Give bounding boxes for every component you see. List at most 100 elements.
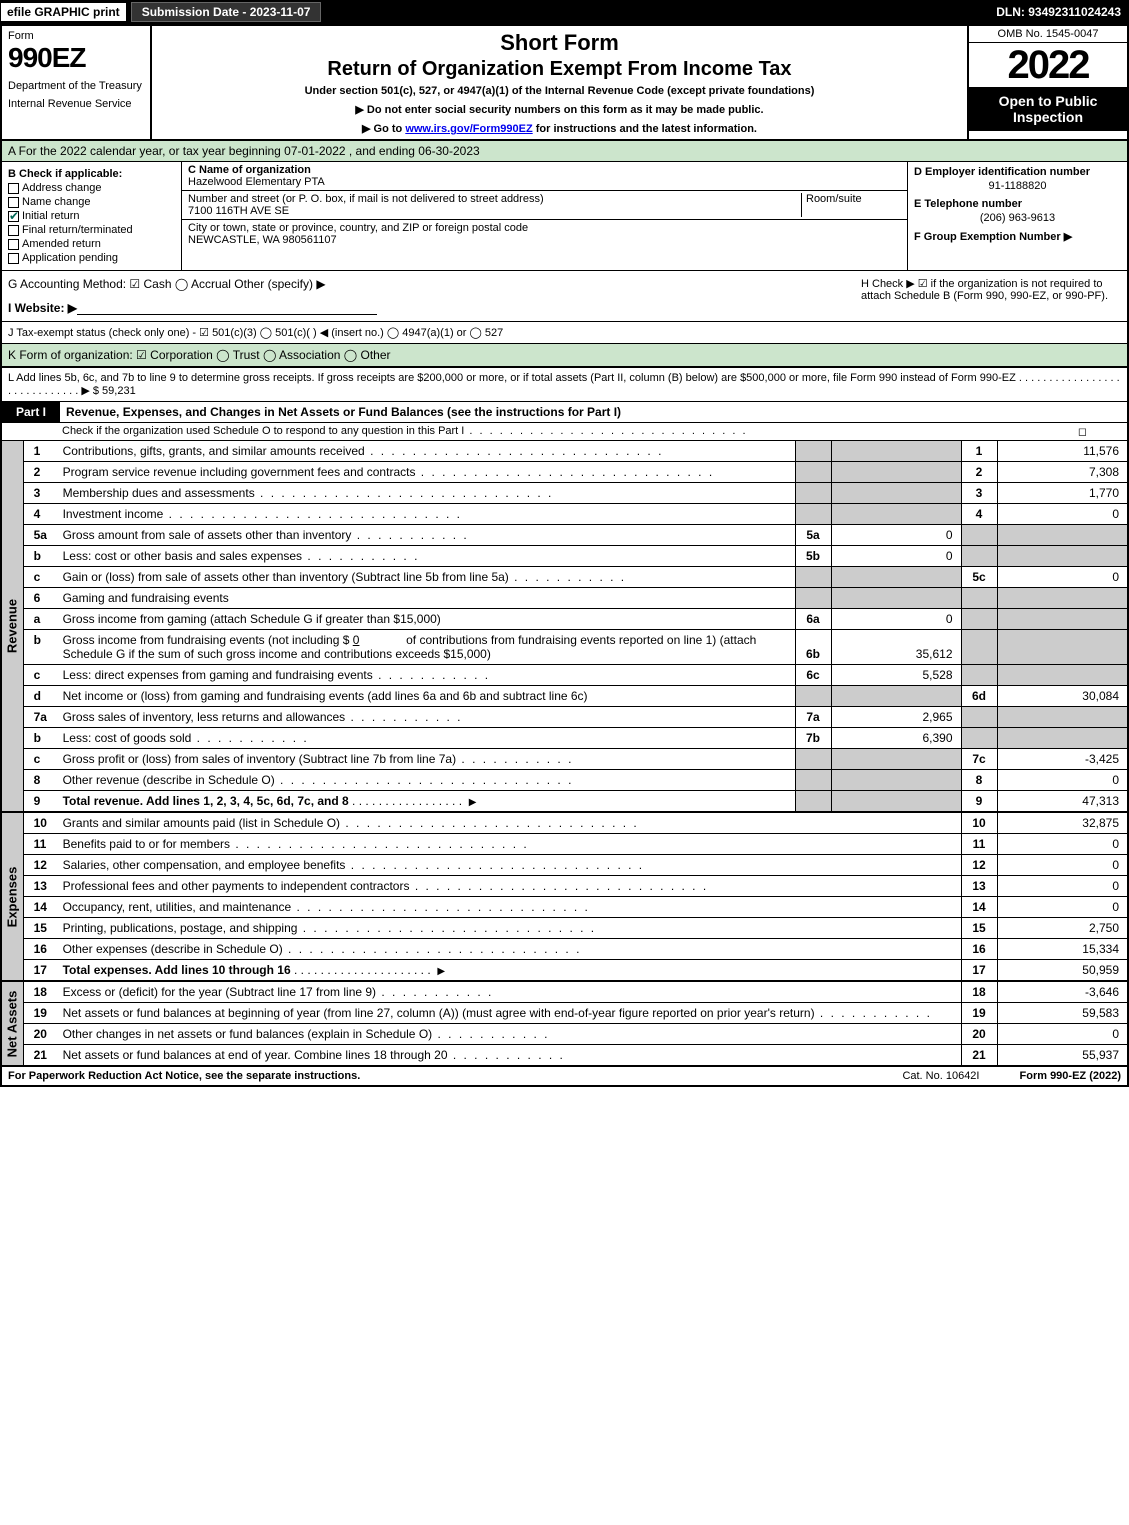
line-6b-desc: Gross income from fundraising events (no… bbox=[58, 630, 795, 665]
efile-badge[interactable]: efile GRAPHIC print bbox=[0, 2, 127, 22]
section-b: B Check if applicable: Address change Na… bbox=[2, 162, 1127, 271]
cb-app-pending[interactable] bbox=[8, 253, 19, 264]
street-label: Number and street (or P. O. box, if mail… bbox=[188, 193, 801, 205]
part-1-sub-text: Check if the organization used Schedule … bbox=[62, 425, 748, 438]
title-return: Return of Organization Exempt From Incom… bbox=[160, 58, 959, 81]
l-text: L Add lines 5b, 6c, and 7b to line 9 to … bbox=[8, 372, 1120, 397]
section-c: C Name of organization Hazelwood Element… bbox=[182, 162, 907, 270]
line-6c: cLess: direct expenses from gaming and f… bbox=[24, 665, 1127, 686]
line-11: 11Benefits paid to or for members110 bbox=[24, 834, 1127, 855]
footer: For Paperwork Reduction Act Notice, see … bbox=[2, 1065, 1127, 1085]
city-value: NEWCASTLE, WA 980561107 bbox=[188, 234, 901, 246]
title-section: Under section 501(c), 527, or 4947(a)(1)… bbox=[160, 85, 959, 97]
form-body: Form 990EZ Department of the Treasury In… bbox=[0, 24, 1129, 1087]
revenue-grid: Revenue 1Contributions, gifts, grants, a… bbox=[2, 441, 1127, 811]
line-13: 13Professional fees and other payments t… bbox=[24, 876, 1127, 897]
form-label: Form bbox=[8, 30, 144, 42]
line-2: 2Program service revenue including gover… bbox=[24, 462, 1127, 483]
lbl-app-pending: Application pending bbox=[22, 252, 118, 264]
expenses-sidelabel: Expenses bbox=[2, 813, 24, 980]
g-accounting: G Accounting Method: ☑ Cash ◯ Accrual Ot… bbox=[8, 277, 861, 291]
ein-value: 91-1188820 bbox=[914, 180, 1121, 192]
cb-address-change[interactable] bbox=[8, 183, 19, 194]
line-5a: 5aGross amount from sale of assets other… bbox=[24, 525, 1127, 546]
lbl-address-change: Address change bbox=[22, 182, 102, 194]
website-blank bbox=[77, 301, 377, 315]
form-header: Form 990EZ Department of the Treasury In… bbox=[2, 26, 1127, 141]
netassets-sidelabel: Net Assets bbox=[2, 982, 24, 1065]
line-18: 18Excess or (deficit) for the year (Subt… bbox=[24, 982, 1127, 1003]
submission-date: Submission Date - 2023-11-07 bbox=[131, 2, 322, 22]
line-20: 20Other changes in net assets or fund ba… bbox=[24, 1024, 1127, 1045]
omb-number: OMB No. 1545-0047 bbox=[969, 26, 1127, 43]
lbl-amended: Amended return bbox=[22, 238, 101, 250]
revenue-table: 1Contributions, gifts, grants, and simil… bbox=[24, 441, 1127, 811]
line-6b: bGross income from fundraising events (n… bbox=[24, 630, 1127, 665]
row-j: J Tax-exempt status (check only one) - ☑… bbox=[2, 322, 1127, 344]
title-link-line: ▶ Go to www.irs.gov/Form990EZ for instru… bbox=[160, 122, 959, 135]
line-3: 3Membership dues and assessments31,770 bbox=[24, 483, 1127, 504]
revenue-sidelabel: Revenue bbox=[2, 441, 24, 811]
footer-notice: For Paperwork Reduction Act Notice, see … bbox=[8, 1070, 902, 1082]
tax-year: 2022 bbox=[969, 43, 1127, 87]
city-label: City or town, state or province, country… bbox=[188, 222, 901, 234]
h-schedule-b: H Check ▶ ☑ if the organization is not r… bbox=[861, 277, 1121, 315]
line-14: 14Occupancy, rent, utilities, and mainte… bbox=[24, 897, 1127, 918]
i-website: I Website: ▶ bbox=[8, 301, 77, 315]
part-1-header: Part I Revenue, Expenses, and Changes in… bbox=[2, 402, 1127, 423]
part-1-sub-box[interactable]: ◻ bbox=[1078, 425, 1087, 438]
line-15: 15Printing, publications, postage, and s… bbox=[24, 918, 1127, 939]
room-label: Room/suite bbox=[801, 193, 901, 217]
irs-link[interactable]: www.irs.gov/Form990EZ bbox=[405, 123, 532, 135]
line-12: 12Salaries, other compensation, and empl… bbox=[24, 855, 1127, 876]
line-10: 10Grants and similar amounts paid (list … bbox=[24, 813, 1127, 834]
link-pre: ▶ Go to bbox=[362, 123, 405, 135]
row-g-h: G Accounting Method: ☑ Cash ◯ Accrual Ot… bbox=[2, 271, 1127, 322]
row-a-tax-year: A For the 2022 calendar year, or tax yea… bbox=[2, 141, 1127, 162]
f-label: F Group Exemption Number ▶ bbox=[914, 230, 1121, 243]
lbl-final-return: Final return/terminated bbox=[22, 224, 133, 236]
expenses-table: 10Grants and similar amounts paid (list … bbox=[24, 813, 1127, 980]
dept-treasury: Department of the Treasury bbox=[8, 80, 144, 92]
cb-final-return[interactable] bbox=[8, 225, 19, 236]
line-9: 9Total revenue. Add lines 1, 2, 3, 4, 5c… bbox=[24, 791, 1127, 812]
header-left: Form 990EZ Department of the Treasury In… bbox=[2, 26, 152, 139]
part-1-tab: Part I bbox=[2, 402, 60, 422]
cb-amended[interactable] bbox=[8, 239, 19, 250]
b-header: B Check if applicable: bbox=[8, 168, 122, 180]
dln: DLN: 93492311024243 bbox=[996, 5, 1129, 19]
line-5b: bLess: cost or other basis and sales exp… bbox=[24, 546, 1127, 567]
line-6d: dNet income or (loss) from gaming and fu… bbox=[24, 686, 1127, 707]
top-bar: efile GRAPHIC print Submission Date - 20… bbox=[0, 0, 1129, 24]
row-l: L Add lines 5b, 6c, and 7b to line 9 to … bbox=[2, 368, 1127, 402]
lbl-name-change: Name change bbox=[22, 196, 91, 208]
link-post: for instructions and the latest informat… bbox=[533, 123, 757, 135]
footer-catno: Cat. No. 10642I bbox=[902, 1070, 979, 1082]
section-d-e-f: D Employer identification number 91-1188… bbox=[907, 162, 1127, 270]
line-4: 4Investment income40 bbox=[24, 504, 1127, 525]
row-k: K Form of organization: ☑ Corporation ◯ … bbox=[2, 344, 1127, 368]
header-mid: Short Form Return of Organization Exempt… bbox=[152, 26, 967, 139]
part-1-title: Revenue, Expenses, and Changes in Net As… bbox=[60, 402, 1127, 422]
org-name: Hazelwood Elementary PTA bbox=[188, 176, 901, 188]
line-6a: aGross income from gaming (attach Schedu… bbox=[24, 609, 1127, 630]
dept-irs: Internal Revenue Service bbox=[8, 98, 144, 110]
line-8: 8Other revenue (describe in Schedule O)8… bbox=[24, 770, 1127, 791]
lbl-initial-return: Initial return bbox=[22, 210, 79, 222]
title-short-form: Short Form bbox=[160, 30, 959, 56]
line-16: 16Other expenses (describe in Schedule O… bbox=[24, 939, 1127, 960]
line-7c: cGross profit or (loss) from sales of in… bbox=[24, 749, 1127, 770]
cb-name-change[interactable] bbox=[8, 197, 19, 208]
title-ssn-warn: ▶ Do not enter social security numbers o… bbox=[160, 103, 959, 116]
netassets-table: 18Excess or (deficit) for the year (Subt… bbox=[24, 982, 1127, 1065]
line-21: 21Net assets or fund balances at end of … bbox=[24, 1045, 1127, 1066]
line-1: 1Contributions, gifts, grants, and simil… bbox=[24, 441, 1127, 462]
line-7a: 7aGross sales of inventory, less returns… bbox=[24, 707, 1127, 728]
line-19: 19Net assets or fund balances at beginni… bbox=[24, 1003, 1127, 1024]
line-5c: cGain or (loss) from sale of assets othe… bbox=[24, 567, 1127, 588]
form-number: 990EZ bbox=[8, 42, 144, 74]
cb-initial-return[interactable] bbox=[8, 211, 19, 222]
street-value: 7100 116TH AVE SE bbox=[188, 205, 801, 217]
phone-value: (206) 963-9613 bbox=[914, 212, 1121, 224]
line-6: 6Gaming and fundraising events bbox=[24, 588, 1127, 609]
